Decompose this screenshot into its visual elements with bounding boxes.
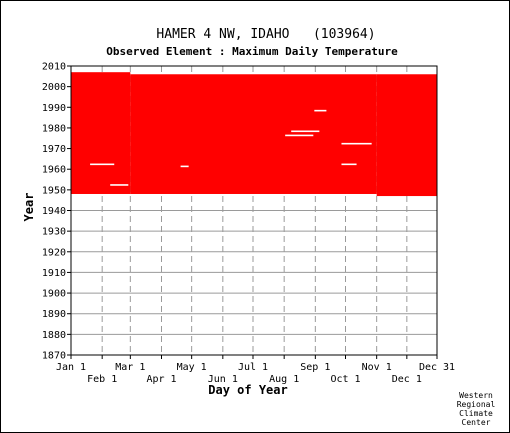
x-tick-label: Jul 1 [238,362,268,373]
x-tick-label: Mar 1 [115,362,145,373]
chart-title: HAMER 4 NW, IDAHO (103964) [156,27,375,42]
y-tick-label: 1970 [42,144,66,155]
plot-area: 1870 1880 1890 1900 1910 1920 1930 1940 1950 1960… [42,62,455,386]
credit-line-4: Center [462,418,491,427]
data-coverage-block [71,72,131,194]
x-axis-label: Day of Year [208,383,287,397]
y-tick-label: 1900 [42,289,66,300]
x-tick-label: Dec 1 [392,374,422,385]
x-tick-label: Dec 31 [419,362,455,373]
y-tick-label: 1920 [42,247,66,258]
x-tick-label: Apr 1 [146,374,176,385]
missing-data-segment [314,109,327,112]
chart-subtitle: Observed Element : Maximum Daily Tempera… [106,45,398,58]
plot-border [70,65,438,356]
x-tick-label: Aug 1 [269,374,299,385]
y-tick-label: 1990 [42,103,66,114]
y-tick-label: 1950 [42,185,66,196]
missing-data-segment [90,163,115,166]
missing-data-segment [291,130,320,133]
y-axis-label: Year [22,193,36,222]
credit-line-2: Regional [457,400,496,409]
x-tick-label: Sep 1 [300,362,330,373]
y-tick-label: 1930 [42,227,66,238]
y-tick-label: 1910 [42,268,66,279]
credit-line-1: Western [459,391,493,400]
missing-data-segment [180,165,189,168]
y-tick-label: 1980 [42,123,66,134]
missing-data-segment [285,134,314,137]
x-tick-label: Nov 1 [362,362,392,373]
x-tick-label: Feb 1 [87,374,117,385]
y-tick-label: 1890 [42,309,66,320]
data-coverage-block [130,74,377,194]
data-coverage-block [376,74,437,197]
credit-line-3: Climate [459,409,493,418]
missing-data-segment [110,184,129,186]
y-tick-label: 1940 [42,206,66,217]
x-tick-label: May 1 [177,362,207,373]
y-tick-label: 2010 [42,62,66,73]
credit-block: Western Regional Climate Center [457,391,496,427]
y-tick-label: 1870 [42,351,66,362]
y-tick-label: 2000 [42,82,66,93]
x-tick-label: Oct 1 [330,374,360,385]
x-tick-label: Jun 1 [208,374,238,385]
missing-data-segment [341,163,357,166]
missing-data-segment [341,142,372,145]
x-tick-label: Jan 1 [56,362,86,373]
y-tick-label: 1880 [42,330,66,341]
y-tick-label: 1960 [42,165,66,176]
